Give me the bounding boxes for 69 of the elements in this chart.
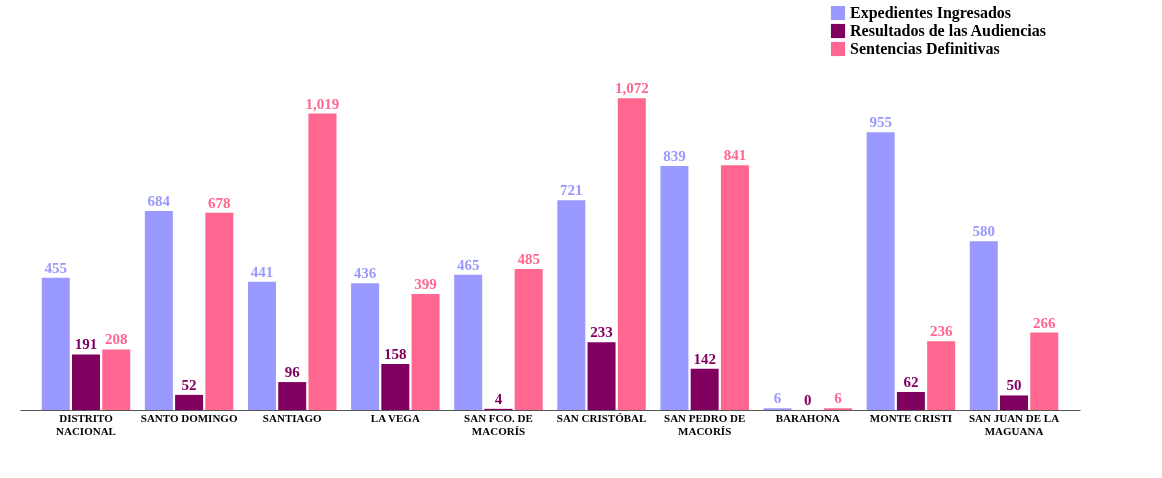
legend-label: Sentencias Definitivas: [850, 40, 1000, 57]
x-tick-label: MONTE CRISTI: [869, 411, 952, 424]
x-tick-label: SANTIAGO: [262, 411, 322, 424]
bar: [1030, 332, 1059, 410]
x-tick-label: SAN FCO. DE MACORÍS: [464, 411, 533, 437]
legend-label: Resultados de las Audiencias: [850, 22, 1047, 39]
bar: [247, 281, 276, 410]
x-tick-label: BARAHONA: [775, 411, 840, 424]
x-tick-label: SANTO DOMINGO: [140, 411, 238, 424]
data-label: 955: [869, 114, 892, 131]
data-label: 236: [929, 323, 953, 340]
data-label: 678: [208, 194, 231, 211]
data-label: 399: [414, 275, 437, 292]
bar: [927, 341, 956, 410]
data-label: 436: [353, 265, 377, 282]
bar: [278, 382, 307, 410]
bar: [587, 342, 616, 410]
x-tick-label: DISTRITO NACIONAL: [56, 411, 116, 437]
bar: [411, 293, 440, 410]
data-label: 233: [590, 324, 613, 341]
bar: [514, 268, 543, 410]
bar: [102, 349, 131, 410]
bar: [720, 165, 749, 410]
bar: [71, 354, 100, 410]
data-label: 0: [804, 392, 812, 408]
data-label: 208: [104, 331, 128, 348]
bar: [866, 132, 895, 410]
bar: [896, 391, 925, 410]
data-label: 465: [456, 256, 480, 273]
data-label: 1,072: [614, 80, 649, 97]
bar: [41, 277, 70, 410]
x-tick-label: SAN JUAN DE LA MAGUANA: [968, 411, 1060, 437]
data-label: 191: [74, 336, 98, 353]
bar: [205, 212, 234, 410]
bar: [454, 274, 483, 410]
data-label: 158: [384, 346, 407, 363]
data-label: 580: [972, 223, 996, 240]
bar: [690, 368, 719, 410]
data-label: 839: [663, 147, 686, 164]
data-label: 684: [147, 193, 171, 210]
data-label: 1,019: [305, 95, 340, 112]
data-label: 52: [181, 376, 197, 393]
bar: [351, 283, 380, 410]
data-label: 50: [1006, 377, 1022, 394]
bar: [175, 394, 204, 410]
data-label: 721: [560, 182, 583, 199]
bar: [969, 241, 998, 410]
bar: [381, 364, 410, 410]
data-label: 266: [1033, 314, 1056, 331]
data-label: 441: [250, 263, 274, 280]
bar: [1000, 395, 1029, 410]
data-label: 4: [494, 390, 503, 407]
data-label: 485: [517, 250, 540, 267]
data-label: 142: [693, 350, 716, 367]
x-tick-label: LA VEGA: [370, 411, 420, 424]
bar: [617, 98, 646, 410]
legend-label: Expedientes Ingresados: [850, 4, 1012, 22]
x-tick-label: SAN PEDRO DE MACORÍS: [664, 411, 746, 437]
x-tick-label: SAN CRISTÓBAL: [556, 411, 647, 424]
data-label: 96: [284, 364, 301, 381]
bar: [308, 113, 337, 410]
bar: [557, 200, 586, 410]
data-label: 455: [44, 259, 67, 276]
data-label: 62: [903, 373, 919, 390]
data-label: 6: [834, 390, 843, 407]
data-label: 841: [723, 147, 747, 164]
bar: [144, 211, 173, 410]
bar: [660, 165, 689, 410]
data-label: 6: [773, 390, 782, 407]
